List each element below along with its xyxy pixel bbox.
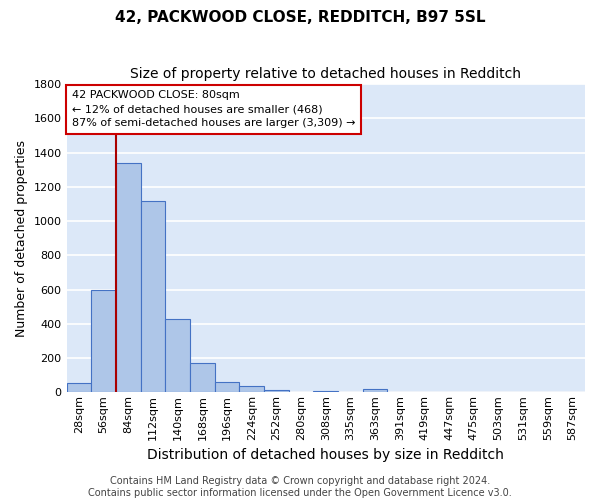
- Bar: [165, 320, 190, 392]
- X-axis label: Distribution of detached houses by size in Redditch: Distribution of detached houses by size …: [148, 448, 504, 462]
- Bar: [313, 390, 338, 392]
- Bar: [264, 390, 289, 392]
- Bar: [140, 202, 165, 392]
- Text: 42, PACKWOOD CLOSE, REDDITCH, B97 5SL: 42, PACKWOOD CLOSE, REDDITCH, B97 5SL: [115, 10, 485, 25]
- Text: Contains HM Land Registry data © Crown copyright and database right 2024.
Contai: Contains HM Land Registry data © Crown c…: [88, 476, 512, 498]
- Text: 42 PACKWOOD CLOSE: 80sqm
← 12% of detached houses are smaller (468)
87% of semi-: 42 PACKWOOD CLOSE: 80sqm ← 12% of detach…: [72, 90, 355, 128]
- Bar: [116, 163, 140, 392]
- Bar: [190, 363, 215, 392]
- Y-axis label: Number of detached properties: Number of detached properties: [15, 140, 28, 336]
- Bar: [363, 389, 388, 392]
- Bar: [215, 382, 239, 392]
- Bar: [239, 386, 264, 392]
- Bar: [91, 290, 116, 393]
- Bar: [67, 383, 91, 392]
- Title: Size of property relative to detached houses in Redditch: Size of property relative to detached ho…: [130, 68, 521, 82]
